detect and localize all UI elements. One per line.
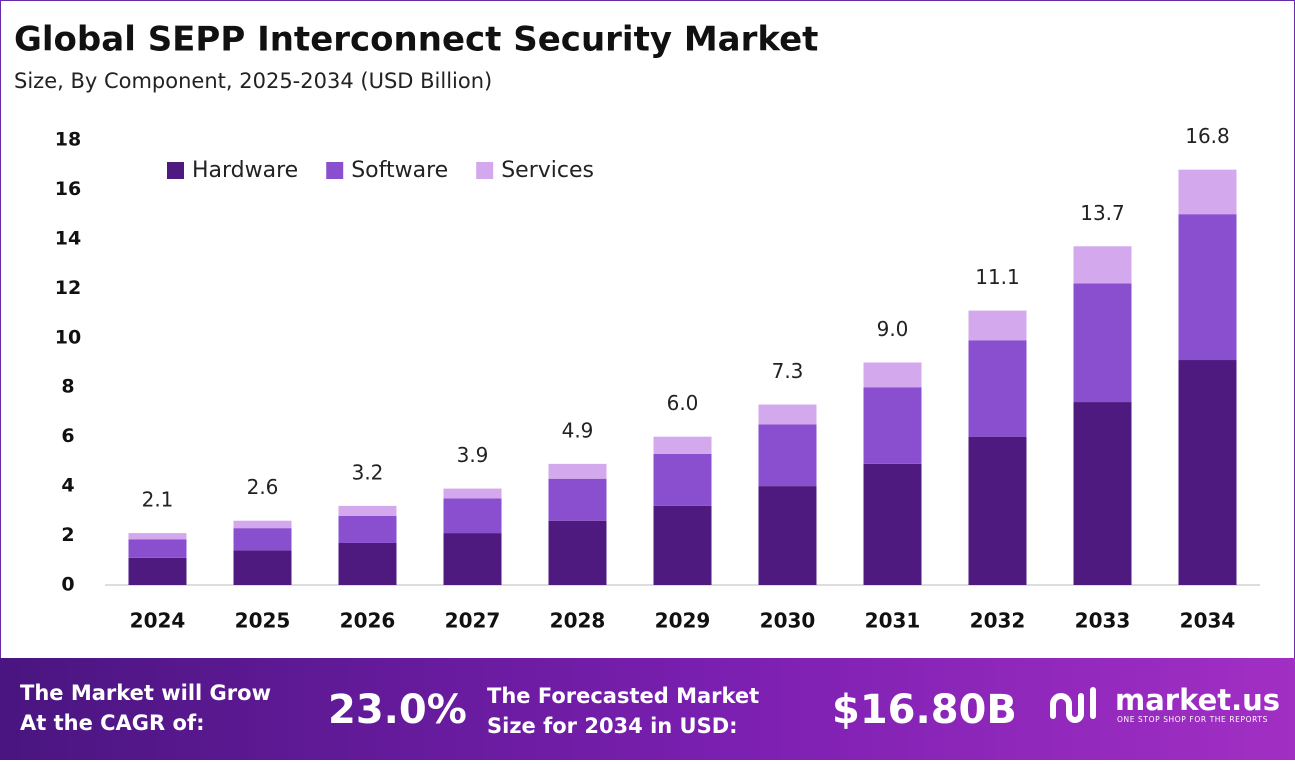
bar-segment xyxy=(863,463,922,585)
bar-segment xyxy=(653,436,712,454)
bar-segment xyxy=(128,557,187,585)
x-tick-label: 2034 xyxy=(1180,609,1236,633)
footer-line: At the CAGR of: xyxy=(20,711,205,735)
legend-swatch xyxy=(476,162,494,179)
total-label: 7.3 xyxy=(772,359,804,383)
bar-segment xyxy=(1178,360,1237,585)
bar-segment xyxy=(758,424,817,487)
brand-name: market.us xyxy=(1115,683,1280,717)
bar-segment xyxy=(338,515,397,543)
bar-segment xyxy=(128,539,187,558)
y-tick-label: 6 xyxy=(61,425,74,447)
total-label: 3.9 xyxy=(457,443,489,467)
chart-subtitle: Size, By Component, 2025-2034 (USD Billi… xyxy=(14,69,492,93)
bar-segment xyxy=(968,310,1027,341)
x-tick-label: 2030 xyxy=(760,609,816,633)
forecast-value: $16.80B xyxy=(832,687,1017,733)
x-tick-label: 2025 xyxy=(235,609,291,633)
bar-segment xyxy=(1073,246,1132,284)
bar-segment xyxy=(758,486,817,585)
total-label: 6.0 xyxy=(667,391,699,415)
bar-segment xyxy=(1073,283,1132,403)
total-label: 3.2 xyxy=(352,460,384,484)
bar-segment xyxy=(233,550,292,585)
legend-label: Services xyxy=(501,158,594,183)
bar-segment xyxy=(338,505,397,516)
y-tick-label: 18 xyxy=(55,129,81,151)
bar-segment xyxy=(548,463,607,479)
cagr-text: The Market will Grow At the CAGR of: xyxy=(20,681,271,735)
bar-segment xyxy=(443,498,502,534)
brand-logo xyxy=(1050,687,1096,723)
legend: Hardware Software Services xyxy=(167,158,594,183)
legend-swatch xyxy=(167,162,184,179)
total-label: 2.1 xyxy=(142,488,174,512)
footer-line: The Market will Grow xyxy=(20,681,271,705)
bar-segment xyxy=(548,520,607,585)
bar-segment xyxy=(863,362,922,388)
brand-tagline: ONE STOP SHOP FOR THE REPORTS xyxy=(1117,715,1268,724)
x-tick-label: 2028 xyxy=(550,609,606,633)
bar-segment xyxy=(548,478,607,521)
y-tick-label: 14 xyxy=(55,227,81,249)
y-tick-label: 12 xyxy=(55,277,81,299)
bar-segment xyxy=(758,404,817,425)
bar-segment xyxy=(233,520,292,529)
bar-segment xyxy=(443,533,502,585)
footer-band xyxy=(0,658,1295,760)
bar-segment xyxy=(968,340,1027,437)
x-tick-label: 2024 xyxy=(130,609,186,633)
x-tick-label: 2027 xyxy=(445,609,501,633)
x-tick-label: 2032 xyxy=(970,609,1026,633)
y-tick-label: 16 xyxy=(55,178,81,200)
legend-label: Hardware xyxy=(192,158,298,183)
total-label: 4.9 xyxy=(562,418,594,442)
bar-segment xyxy=(863,387,922,464)
footer-line: The Forecasted Market xyxy=(487,684,759,708)
bar-segment xyxy=(233,528,292,551)
forecast-text: The Forecasted Market Size for 2034 in US… xyxy=(487,684,759,738)
cagr-value: 23.0% xyxy=(328,687,467,733)
x-tick-label: 2029 xyxy=(655,609,711,633)
total-label: 13.7 xyxy=(1080,201,1125,225)
x-tick-label: 2026 xyxy=(340,609,396,633)
total-label: 2.6 xyxy=(247,475,279,499)
bar-segment xyxy=(653,453,712,506)
total-label: 9.0 xyxy=(877,317,909,341)
bar-segment xyxy=(1178,169,1237,215)
x-tick-label: 2033 xyxy=(1075,609,1131,633)
x-tick-label: 2031 xyxy=(865,609,921,633)
legend-swatch xyxy=(326,162,344,179)
bar-segment xyxy=(968,436,1027,585)
y-tick-label: 4 xyxy=(61,475,74,497)
chart-title: Global SEPP Interconnect Security Market xyxy=(14,20,818,60)
y-tick-label: 0 xyxy=(61,574,74,596)
bar-segment xyxy=(1178,214,1237,361)
bar-segment xyxy=(338,542,397,585)
footer-line: Size for 2034 in USD: xyxy=(487,714,738,738)
bar-segment xyxy=(443,488,502,499)
total-label: 11.1 xyxy=(975,265,1020,289)
legend-label: Software xyxy=(351,158,448,183)
total-label: 16.8 xyxy=(1185,124,1230,148)
y-tick-label: 2 xyxy=(61,524,74,546)
y-tick-label: 10 xyxy=(55,326,81,348)
bar-segment xyxy=(1073,402,1132,585)
y-tick-label: 8 xyxy=(61,376,74,398)
bar-segment xyxy=(653,505,712,585)
bar-segment xyxy=(128,533,187,540)
